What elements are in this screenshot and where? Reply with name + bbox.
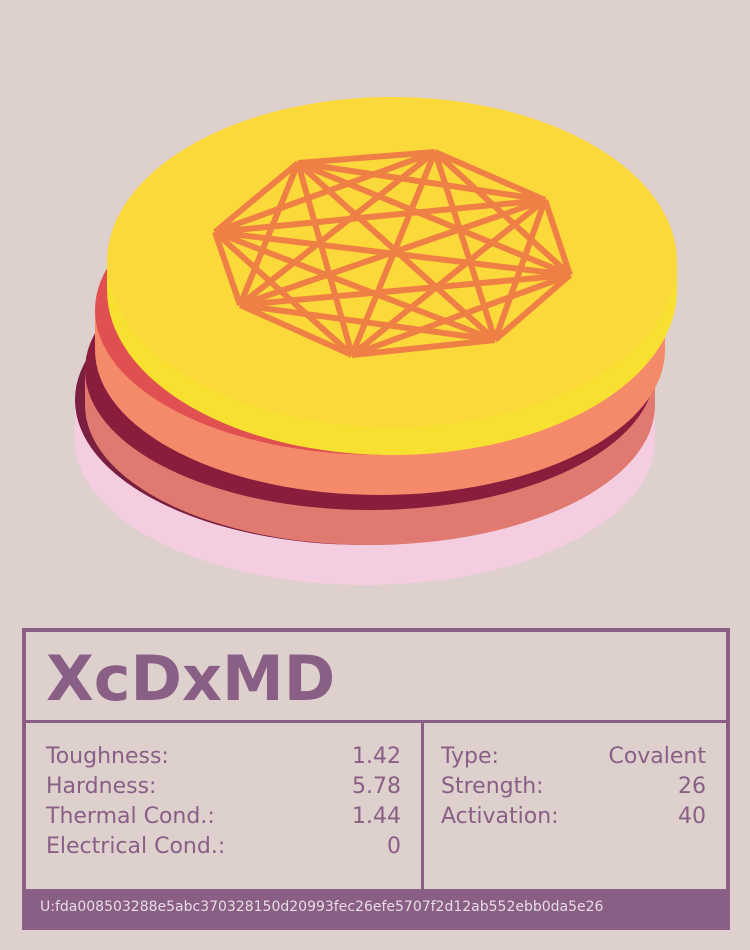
- emblem-line: [237, 161, 301, 307]
- stat-label: Type:: [441, 744, 499, 769]
- stat-label: Strength:: [441, 774, 544, 799]
- card: XcDxMD Toughness: 1.42 Hardness: 5.78 Therma…: [22, 628, 730, 930]
- emblem-line: [214, 229, 571, 278]
- right-stats: Type: Covalent Strength: 26 Activation: 40: [441, 742, 706, 832]
- emblem-line: [212, 229, 355, 358]
- emblem-line: [433, 149, 547, 203]
- emblem-line: [213, 149, 437, 235]
- emblem-line: [493, 272, 572, 343]
- emblem-line: [213, 229, 497, 343]
- stat-row: Electrical Cond.: 0: [46, 832, 401, 862]
- emblem-line: [238, 149, 437, 308]
- stat-label: Hardness:: [46, 774, 157, 799]
- stat-row: Hardness: 5.78: [46, 772, 401, 802]
- stat-label: Thermal Cond.:: [46, 804, 215, 829]
- stat-value: 0: [387, 834, 401, 859]
- emblem-line: [350, 197, 547, 358]
- emblem-line: [239, 302, 496, 343]
- footer-id: U:fda008503288e5abc370328150d20993fec26e…: [26, 889, 726, 926]
- emblem-line: [351, 337, 496, 358]
- stat-value: 1.44: [352, 804, 401, 829]
- stat-row: Strength: 26: [441, 772, 706, 802]
- divider: [421, 720, 424, 890]
- emblem-line: [297, 149, 436, 166]
- stat-value: 40: [678, 804, 706, 829]
- left-stats: Toughness: 1.42 Hardness: 5.78 Thermal Cond.…: [46, 742, 401, 862]
- stat-value: 5.78: [352, 774, 401, 799]
- coin-stack: [75, 97, 677, 585]
- divider: [26, 720, 726, 723]
- stat-row: Activation: 40: [441, 802, 706, 832]
- octagon-emblem: [212, 149, 573, 358]
- coin: [107, 97, 677, 455]
- emblem-line: [350, 272, 572, 358]
- stat-value: 26: [678, 774, 706, 799]
- stat-row: Toughness: 1.42: [46, 742, 401, 772]
- stat-value: 1.42: [352, 744, 401, 769]
- emblem-line: [214, 197, 546, 235]
- emblem-line: [295, 162, 355, 356]
- emblem-line: [213, 160, 300, 235]
- stat-label: Toughness:: [46, 744, 169, 769]
- stat-row: Thermal Cond.: 1.44: [46, 802, 401, 832]
- stat-value: Covalent: [608, 744, 706, 769]
- stat-label: Activation:: [441, 804, 559, 829]
- emblem-line: [238, 302, 354, 358]
- stat-row: Type: Covalent: [441, 742, 706, 772]
- card-title: XcDxMD: [46, 642, 336, 715]
- emblem-line: [212, 231, 243, 306]
- stat-label: Electrical Cond.:: [46, 834, 226, 859]
- emblem-line: [542, 199, 573, 276]
